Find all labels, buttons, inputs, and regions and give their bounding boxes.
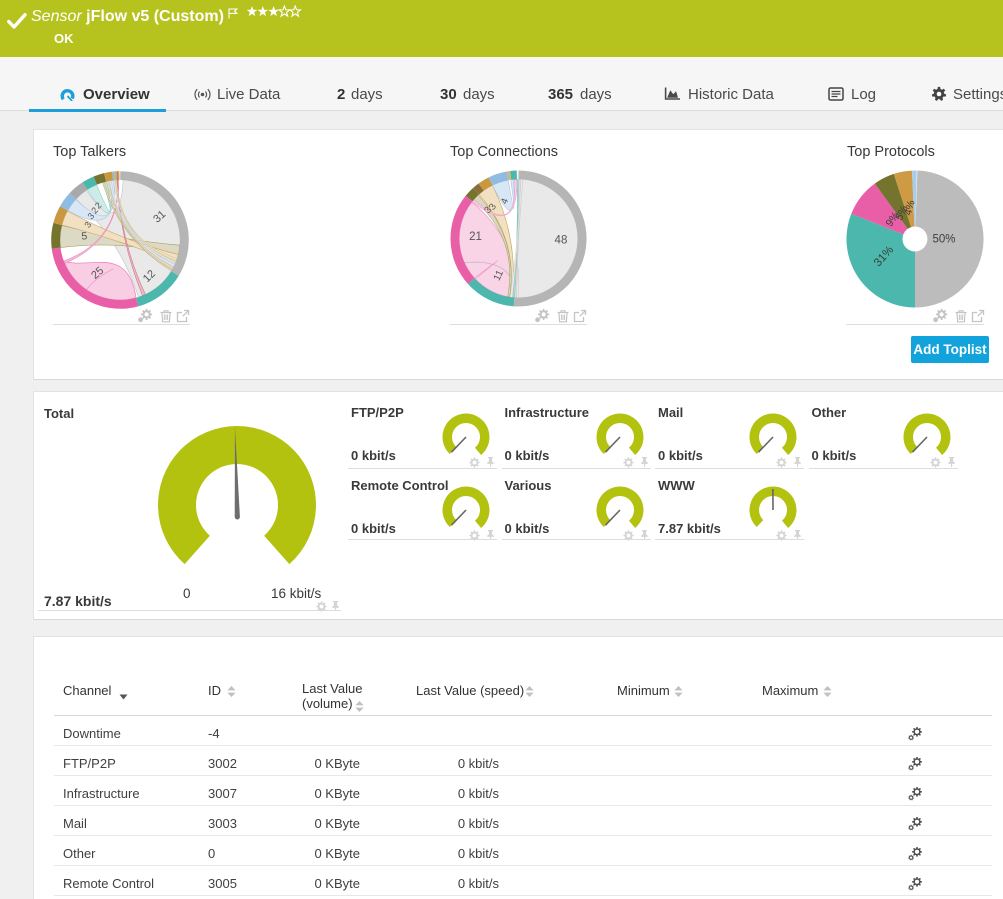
svg-text:11: 11 <box>492 268 507 282</box>
svg-text:5: 5 <box>81 230 88 242</box>
svg-text:2: 2 <box>89 205 100 215</box>
svg-text:4%: 4% <box>902 199 918 217</box>
svg-text:50%: 50% <box>932 234 955 246</box>
svg-text:3: 3 <box>482 205 494 216</box>
svg-text:5%: 5% <box>893 204 910 223</box>
svg-text:2: 2 <box>93 200 104 211</box>
svg-text:48: 48 <box>555 235 568 247</box>
svg-text:4: 4 <box>499 197 511 206</box>
svg-text:3: 3 <box>86 211 97 221</box>
svg-text:3: 3 <box>82 220 93 230</box>
svg-text:3: 3 <box>487 202 499 213</box>
svg-text:21: 21 <box>469 231 482 243</box>
